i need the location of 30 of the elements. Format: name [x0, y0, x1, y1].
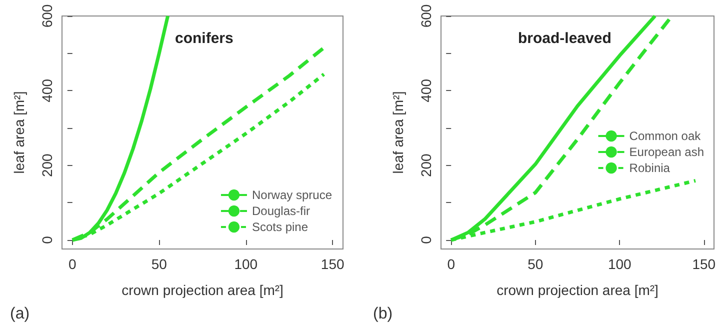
- y-tick-label: 0: [418, 236, 434, 244]
- text: (a): [10, 306, 30, 322]
- x-axis-title: crown projection area [m²]: [122, 282, 284, 298]
- legend-label: Douglas-fir: [252, 204, 310, 218]
- y-axis-title: leaf area [m²]: [11, 91, 27, 174]
- y-tick-label: 400: [39, 78, 55, 102]
- text: conifers: [175, 30, 234, 47]
- legend-label: Robinia: [629, 161, 670, 175]
- y-tick-label: 200: [418, 153, 434, 178]
- y-tick-label: 0: [39, 236, 55, 244]
- y-tick-label: 200: [39, 153, 55, 178]
- x-tick-label: 50: [528, 256, 544, 272]
- x-tick-label: 0: [447, 256, 456, 272]
- text: broad-leaved: [518, 30, 612, 47]
- legend-label: European ash: [629, 145, 704, 159]
- text: (b): [373, 306, 393, 322]
- y-axis-title: leaf area [m²]: [390, 91, 406, 174]
- x-tick-label: 100: [234, 256, 258, 272]
- y-tick-label: 600: [418, 4, 434, 28]
- x-tick-label: 50: [151, 256, 168, 272]
- y-tick-label: 600: [39, 4, 55, 28]
- legend-label: Norway spruce: [252, 188, 332, 202]
- x-tick-label: 0: [68, 256, 77, 272]
- x-tick-label: 100: [608, 256, 632, 272]
- legend-label: Common oak: [629, 129, 702, 143]
- legend-label: Scots pine: [252, 220, 308, 234]
- x-axis-title: crown projection area [m²]: [496, 282, 658, 298]
- y-tick-label: 400: [418, 78, 434, 102]
- x-tick-label: 150: [692, 256, 716, 272]
- x-tick-label: 150: [320, 256, 344, 272]
